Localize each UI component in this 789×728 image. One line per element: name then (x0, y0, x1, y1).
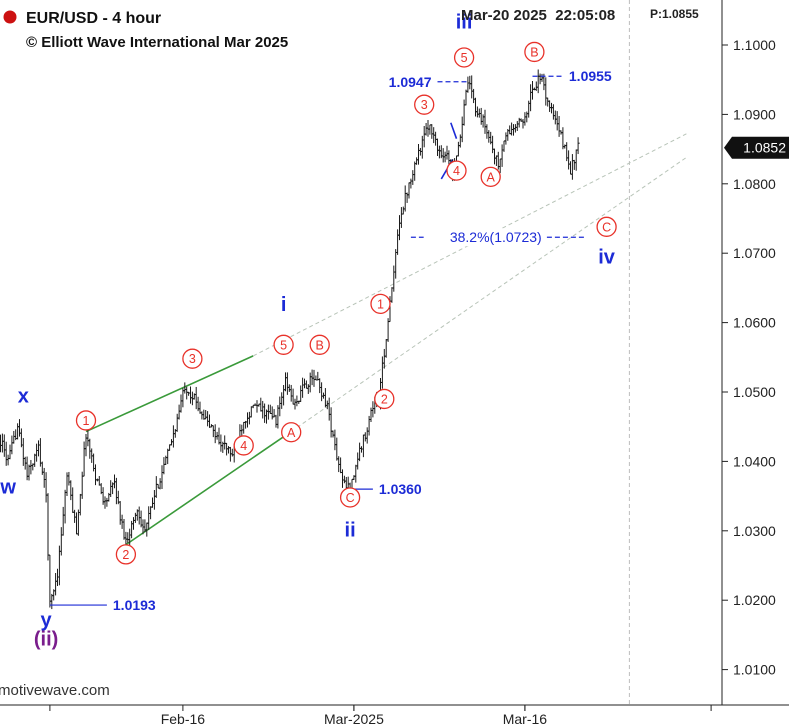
wave-degree-label: iii (456, 11, 473, 33)
wave-label: B (316, 338, 324, 352)
wave-label-circle (273, 334, 294, 355)
price-tick-label: 1.0600 (733, 315, 776, 331)
reference-line-label: 1.0955 (569, 68, 612, 84)
wave-degree-label: x (18, 385, 29, 407)
reference-lines: 1.0193 1.0360 1.0947 1.0955 38.2%(1.0723) (49, 68, 612, 613)
wave-label-circle (339, 487, 361, 508)
wave-label-circle (370, 293, 391, 315)
wave-label-circle (596, 216, 617, 237)
reference-line-label: 1.0193 (113, 597, 156, 613)
current-price-tag: 1.0852 (724, 136, 789, 159)
reference-line-label: 38.2%(1.0723) (450, 229, 542, 245)
time-tick-label: Mar-2025 (324, 711, 384, 727)
price-tick-label: 1.0400 (733, 453, 776, 469)
watermark-text: motivewave.com (0, 682, 110, 699)
plot-area (0, 0, 722, 705)
wave-label: B (530, 45, 538, 59)
wave-label-circle (115, 544, 137, 565)
wave-degree-label: (ii) (34, 628, 58, 650)
trendline (450, 122, 458, 139)
wave-label: 2 (122, 548, 129, 562)
timestamp: Mar-20 2025 22:05:08 (461, 7, 615, 24)
wave-label: 4 (453, 164, 460, 178)
wave-degree-label: ii (345, 519, 356, 541)
price-tick-label: 1.0100 (733, 662, 776, 678)
wave-degree-label: iv (598, 247, 616, 269)
trendline (125, 430, 292, 546)
reference-label-bg (423, 228, 546, 247)
wave-label-circle (233, 435, 254, 456)
wave-degree-label: w (0, 476, 16, 498)
price-tick-label: 1.0300 (733, 523, 776, 539)
trendlines (85, 122, 687, 546)
trendline (85, 355, 254, 433)
wave-degree-label: i (281, 294, 287, 316)
wave-label-circle (281, 422, 302, 443)
wave-label-circle (182, 348, 203, 369)
wave-label-circle (446, 160, 467, 181)
wave-label-circle (480, 166, 501, 188)
wave-label: 1 (377, 297, 384, 311)
wave-label: 5 (461, 51, 468, 65)
price-tick-label: 1.0800 (733, 176, 776, 192)
reference-line-label: 1.0947 (389, 74, 432, 90)
trendline (290, 157, 687, 432)
status-dot-icon (3, 10, 17, 24)
chart-title: EUR/USD - 4 hour (26, 10, 161, 27)
wave-label: A (487, 170, 496, 184)
wave-label-circle (414, 94, 435, 115)
wave-label: 3 (421, 98, 428, 112)
wave-label-circle (374, 388, 395, 410)
wave-degree-label: y (41, 610, 53, 632)
wave-label: 4 (240, 439, 247, 453)
copyright-text: © Elliott Wave International Mar 2025 (26, 34, 288, 51)
price-tick-label: 1.1000 (733, 37, 776, 53)
time-tick-label: Feb-16 (161, 711, 206, 727)
wave-label: A (287, 426, 296, 440)
wave-label: 1 (83, 414, 90, 428)
last-price-readout: P:1.0855 (650, 7, 699, 21)
wave-label-circle (453, 47, 475, 68)
time-axis: Feb-16 Mar-2025 Mar-16 (49, 705, 712, 727)
wave-label: 2 (381, 392, 388, 406)
reference-line-label: 1.0360 (379, 481, 422, 497)
price-tick-label: 1.0200 (733, 592, 776, 608)
wave-label: C (346, 491, 355, 505)
price-tick-label: 1.0900 (733, 106, 776, 122)
time-tick-label: Mar-16 (503, 711, 548, 727)
price-axis: 1.0100 1.0200 1.0300 1.0400 1.0500 1.0600 1.07… (722, 37, 776, 678)
candles (0, 69, 580, 610)
wave-label-circle (309, 334, 330, 355)
wave-label: C (602, 220, 611, 234)
wave-label-circle (524, 41, 545, 63)
price-tick-label: 1.0700 (733, 245, 776, 261)
wave-label-circle (75, 410, 97, 431)
wave-label: 3 (189, 352, 196, 366)
price-tick-label: 1.0500 (733, 384, 776, 400)
current-price-label: 1.0852 (743, 140, 786, 156)
wave-label: 5 (280, 338, 287, 352)
